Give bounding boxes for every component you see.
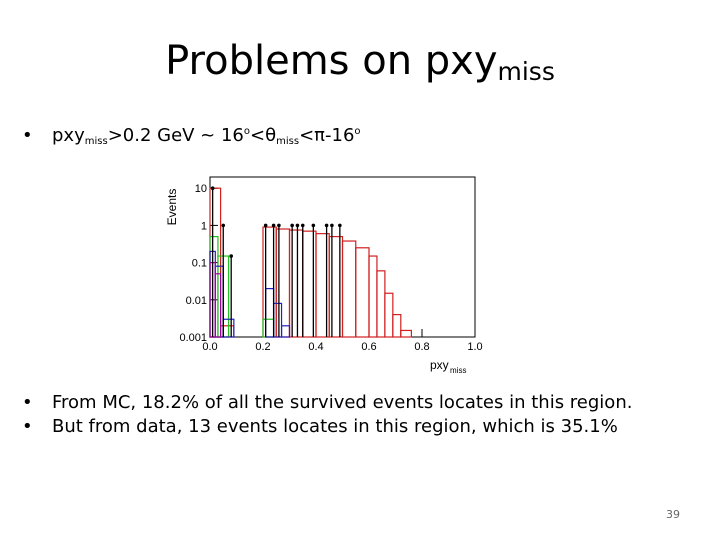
bullet-cut-text: pxymiss>0.2 GeV ~ 16o<θmiss<π-16o	[52, 125, 361, 147]
histogram-bin	[355, 247, 370, 338]
x-tick-label: 1.0	[467, 341, 482, 353]
title-subscript: miss	[497, 57, 555, 86]
data-point	[338, 223, 342, 228]
bullet-mc: • From MC, 18.2% of all the survived even…	[22, 392, 633, 413]
data-point	[271, 223, 276, 228]
histogram-bin	[400, 329, 413, 338]
histogram-bin	[376, 270, 386, 338]
data-point	[229, 254, 233, 258]
histogram-bin	[262, 318, 275, 338]
histogram-bin	[392, 314, 402, 338]
y-tick-label: 0.01	[186, 295, 207, 307]
bullet-mc-text: From MC, 18.2% of all the survived event…	[52, 392, 633, 413]
data-point	[300, 223, 305, 228]
x-axis-label: pxy	[430, 358, 449, 372]
histogram-bin	[272, 302, 283, 338]
bullet-marker: •	[22, 125, 33, 146]
data-point	[330, 223, 334, 228]
histogram-bin	[275, 228, 291, 338]
page-number: 39	[666, 508, 680, 521]
data-point	[311, 223, 316, 228]
histogram-bin	[262, 226, 277, 338]
data-point	[290, 223, 294, 228]
histogram-bin	[315, 233, 330, 338]
histogram-bin	[328, 235, 344, 338]
bullet-data-text: But from data, 13 events locates in this…	[52, 416, 618, 437]
bullet-cut: • pxymiss>0.2 GeV ~ 16o<θmiss<π-16o	[22, 125, 361, 147]
histogram-bin	[214, 273, 222, 338]
histogram-bin	[219, 325, 235, 338]
y-tick-label: 0.1	[192, 258, 207, 270]
x-tick-label: 0.6	[361, 341, 376, 353]
y-tick-label: 0.001	[179, 332, 207, 344]
y-tick-label: 10	[195, 183, 207, 195]
histogram-bin	[368, 255, 378, 338]
histogram-bin	[288, 229, 304, 338]
histogram-bin	[302, 230, 317, 338]
histogram-bin	[341, 240, 357, 338]
x-tick-label: 0.8	[414, 341, 429, 353]
data-point	[210, 186, 215, 190]
title-main: Problems on pxy	[165, 38, 498, 84]
data-point	[221, 223, 226, 228]
data-point	[324, 223, 329, 228]
y-tick-label: 1	[201, 220, 207, 232]
x-tick-label: 0.4	[308, 341, 323, 353]
x-tick-label: 0.2	[255, 341, 270, 353]
x-tick-label: 0.0	[202, 341, 217, 353]
slide-title: Problems on pxymiss	[0, 38, 720, 86]
y-axis-label: Events	[165, 189, 179, 226]
histogram-bin	[265, 288, 275, 338]
histogram-bin	[280, 325, 291, 338]
data-point	[263, 223, 268, 228]
data-point	[277, 223, 281, 228]
bullet-data: • But from data, 13 events locates in thi…	[22, 416, 618, 437]
histogram-bin	[384, 292, 394, 338]
x-axis-label-sub: miss	[450, 366, 466, 375]
data-point	[295, 223, 300, 228]
histogram-chart: 0.001 0.01 0.1 1 10 0.0 0.2 0.4 0.6 0.8 1.0 Events p…	[165, 176, 483, 375]
